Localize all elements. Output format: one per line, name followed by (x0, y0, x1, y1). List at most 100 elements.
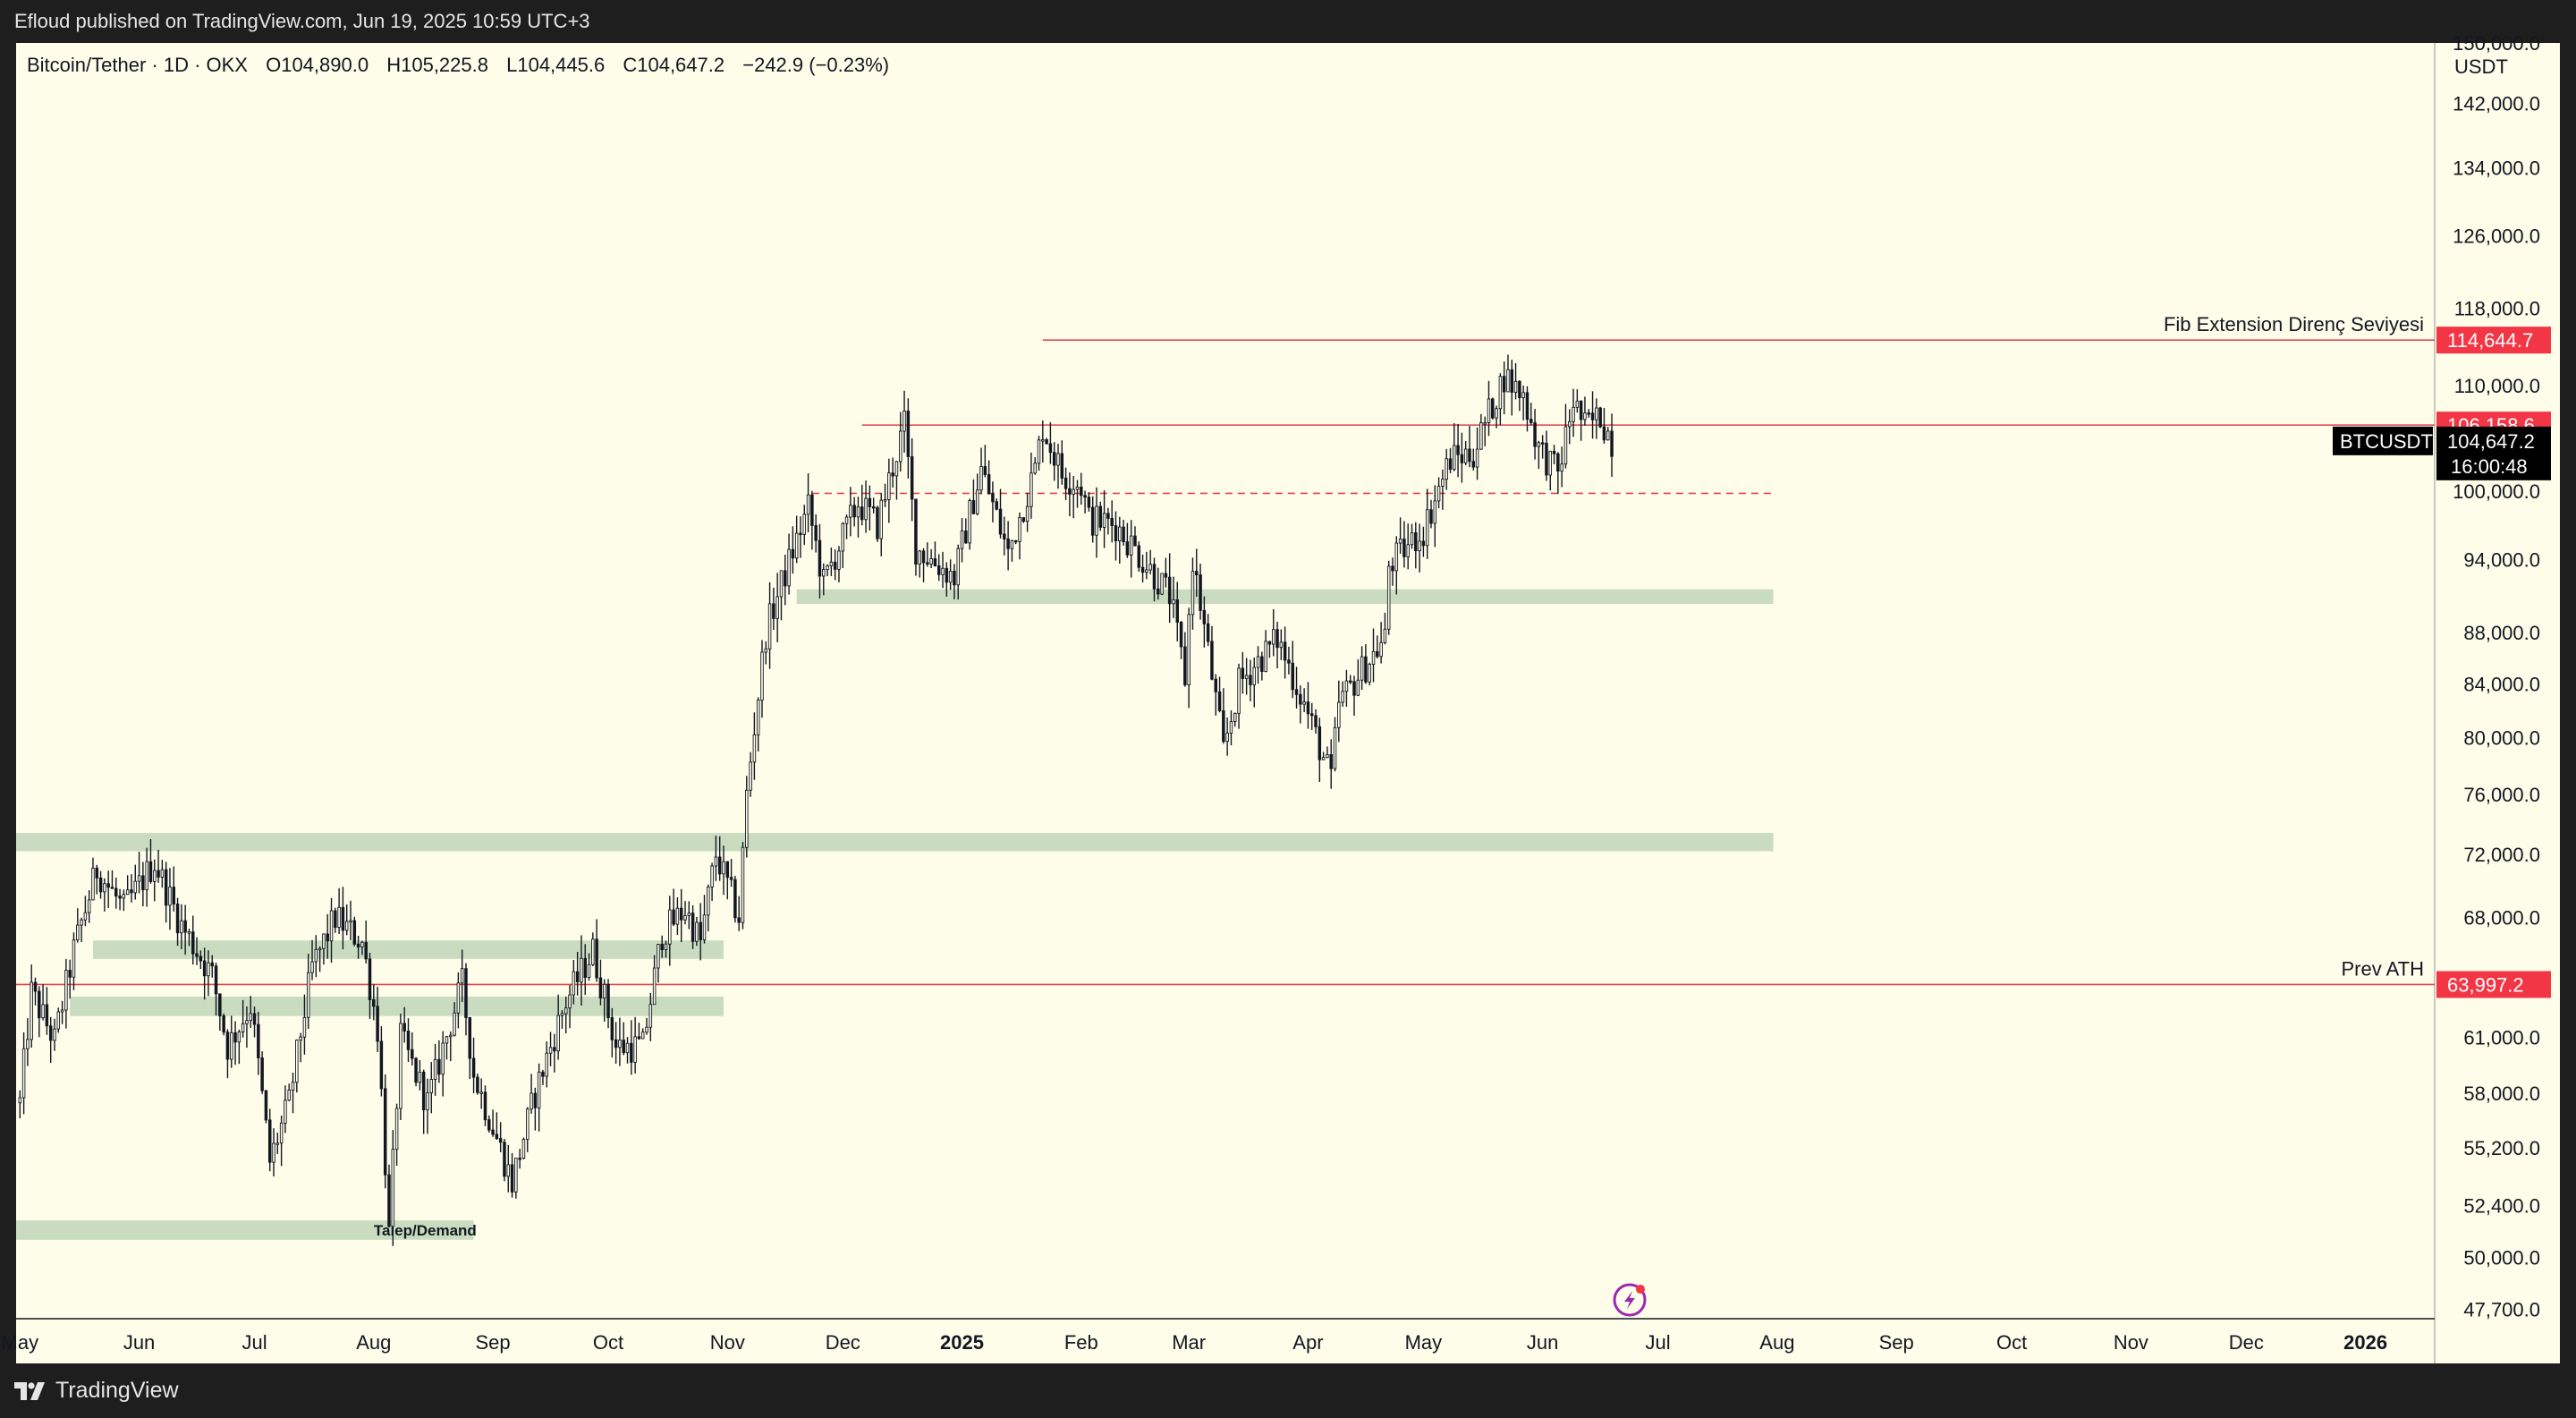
candle-body[interactable] (1294, 689, 1299, 695)
candle-body[interactable] (491, 1129, 495, 1135)
candle-body[interactable] (1125, 541, 1130, 556)
candle-body[interactable] (110, 887, 114, 889)
candle-body[interactable] (1206, 623, 1210, 642)
candle-body[interactable] (568, 994, 572, 1009)
candle-body[interactable] (1256, 656, 1260, 668)
candle-body[interactable] (229, 1032, 233, 1060)
candle-body[interactable] (222, 1015, 225, 1033)
candle-body[interactable] (1075, 486, 1080, 490)
candle-body[interactable] (1383, 628, 1387, 643)
candle-body[interactable] (1222, 709, 1225, 743)
candle-body[interactable] (1595, 407, 1598, 420)
candle-body[interactable] (483, 1091, 487, 1121)
candle-body[interactable] (468, 1017, 472, 1059)
candle-body[interactable] (195, 953, 199, 957)
candle-body[interactable] (1463, 448, 1468, 463)
candle-body[interactable] (433, 1058, 437, 1080)
candle-body[interactable] (1157, 588, 1160, 595)
candle-body[interactable] (137, 875, 141, 882)
candle-body[interactable] (267, 1119, 272, 1163)
candle-body[interactable] (1453, 445, 1456, 471)
candle-body[interactable] (272, 1142, 275, 1163)
candle-body[interactable] (30, 981, 33, 1040)
candle-body[interactable] (153, 870, 157, 882)
candle-body[interactable] (545, 1052, 548, 1077)
candle-body[interactable] (1152, 564, 1157, 590)
candle-body[interactable] (652, 967, 657, 1006)
candle-body[interactable] (326, 933, 329, 942)
candle-body[interactable] (26, 1039, 30, 1049)
candle-body[interactable] (668, 909, 672, 945)
candle-body[interactable] (553, 1047, 556, 1052)
candle-body[interactable] (775, 596, 779, 619)
candle-body[interactable] (998, 508, 1003, 535)
candle-body[interactable] (1233, 712, 1237, 722)
candle-body[interactable] (741, 846, 745, 923)
candle-body[interactable] (1533, 421, 1537, 447)
candle-body[interactable] (1291, 662, 1294, 691)
candle-body[interactable] (787, 548, 791, 587)
candle-body[interactable] (791, 548, 795, 559)
tradingview-logo-icon[interactable] (14, 1381, 47, 1400)
candle-body[interactable] (80, 919, 83, 926)
candle-body[interactable] (672, 909, 675, 925)
candle-body[interactable] (687, 913, 691, 916)
candle-body[interactable] (148, 861, 153, 882)
candle-body[interactable] (218, 993, 222, 1016)
candle-body[interactable] (810, 494, 814, 526)
candle-body[interactable] (518, 1158, 521, 1160)
candle-body[interactable] (983, 465, 987, 475)
candle-body[interactable] (1321, 757, 1326, 760)
candle-body[interactable] (871, 505, 876, 509)
candle-body[interactable] (279, 1122, 284, 1144)
candle-body[interactable] (1479, 422, 1483, 450)
candle-body[interactable] (421, 1071, 426, 1110)
candle-body[interactable] (245, 1020, 249, 1024)
candle-body[interactable] (1267, 641, 1272, 645)
candle-body[interactable] (879, 499, 883, 539)
candle-body[interactable] (745, 789, 749, 848)
candle-body[interactable] (625, 1042, 630, 1054)
candle-body[interactable] (1252, 667, 1256, 685)
candle-body[interactable] (83, 912, 88, 921)
candle-body[interactable] (337, 906, 341, 929)
candle-body[interactable] (514, 1158, 518, 1193)
candle-body[interactable] (906, 410, 911, 457)
candle-body[interactable] (1145, 569, 1148, 573)
candle-body[interactable] (191, 931, 195, 955)
candle-body[interactable] (910, 455, 914, 500)
candle-body[interactable] (18, 1097, 22, 1104)
candle-body[interactable] (860, 506, 864, 521)
candle-body[interactable] (157, 870, 160, 878)
candle-body[interactable] (614, 1039, 618, 1049)
candle-body[interactable] (717, 856, 722, 875)
candle-body[interactable] (675, 907, 680, 925)
candle-body[interactable] (864, 497, 868, 521)
currency-unit-label[interactable]: USDT (2454, 55, 2508, 78)
candle-body[interactable] (960, 531, 964, 549)
candle-body[interactable] (1045, 439, 1048, 445)
candle-body[interactable] (1344, 680, 1349, 692)
candle-body[interactable] (1502, 376, 1506, 393)
candle-body[interactable] (411, 1049, 414, 1059)
candle-body[interactable] (379, 1040, 384, 1090)
candle-body[interactable] (902, 410, 906, 432)
zone-rect[interactable] (92, 940, 724, 959)
candle-body[interactable] (606, 983, 610, 1018)
candle-body[interactable] (591, 938, 595, 965)
candle-body[interactable] (1003, 533, 1006, 539)
candle-body[interactable] (630, 1042, 633, 1063)
candle-body[interactable] (1167, 576, 1172, 605)
candle-body[interactable] (1348, 680, 1352, 684)
candle-body[interactable] (837, 550, 841, 570)
candle-body[interactable] (314, 948, 318, 963)
candle-body[interactable] (122, 894, 126, 899)
candle-body[interactable] (956, 548, 960, 586)
candle-body[interactable] (1018, 517, 1021, 542)
candle-body[interactable] (784, 570, 787, 587)
candle-body[interactable] (302, 1016, 307, 1038)
candle-body[interactable] (926, 562, 929, 565)
candle-body[interactable] (145, 861, 148, 891)
candle-body[interactable] (1352, 681, 1356, 696)
candle-body[interactable] (498, 1138, 503, 1143)
